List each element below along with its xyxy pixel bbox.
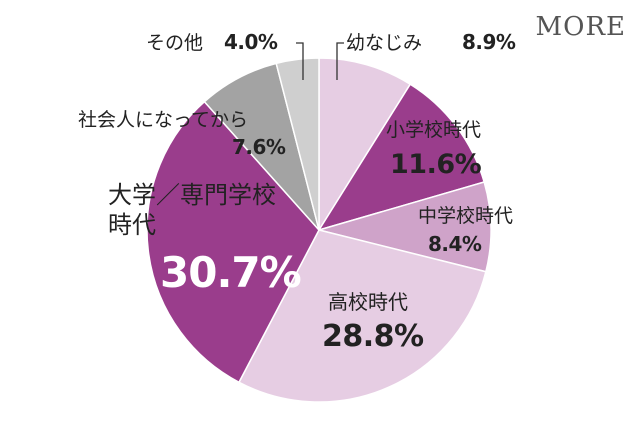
leader-line-osananajimi [336,42,344,80]
slice-label-other: その他 [146,32,204,54]
slice-label-junior-high: 中学校時代 [418,205,514,227]
slice-value-junior-high: 8.4% [428,232,482,256]
pie-slice-2 [316,181,492,273]
pie-slice-4 [146,100,320,384]
slice-label-osananajimi: 幼なじみ [346,32,423,54]
leader-line-other [296,42,304,80]
pie-slice-0 [318,57,412,233]
brand-logo: MORE [535,12,626,42]
slice-value-elementary: 11.6% [390,149,482,180]
slice-value-high-school: 28.8% [322,319,424,354]
slice-value-other: 4.0% [224,30,278,54]
slice-label-elementary: 小学校時代 [386,119,482,141]
slice-label-high-school: 高校時代 [328,290,408,314]
pie-slice-3 [237,229,487,403]
slice-label-university: 大学／専門学校時代 [108,181,276,239]
slice-value-university: 30.7% [160,248,302,297]
pie-slice-6 [275,57,320,231]
slice-value-osananajimi: 8.9% [462,30,516,54]
slice-label-working-adult: 社会人になってから [78,109,249,131]
slice-value-working-adult: 7.6% [232,135,286,159]
